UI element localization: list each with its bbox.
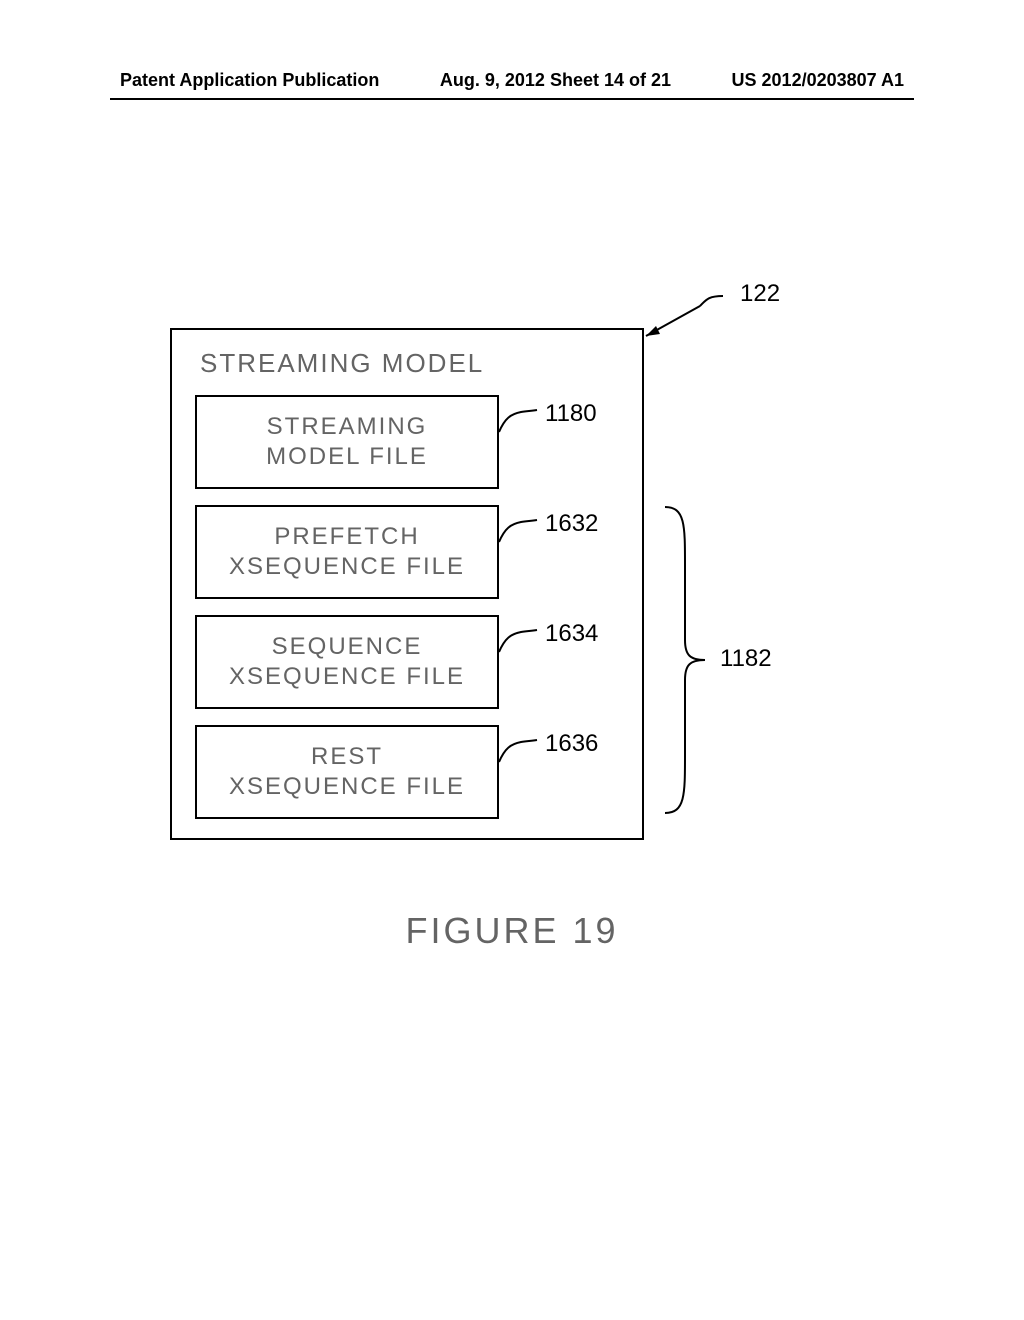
box-streaming-model-file: STREAMING MODEL FILE <box>195 395 499 489</box>
leader-1634 <box>497 628 539 656</box>
group-brace <box>660 505 710 815</box>
box2-line2: XSEQUENCE FILE <box>229 552 465 582</box>
box1-line2: MODEL FILE <box>266 442 428 472</box>
box-rest-xsequence-file: REST XSEQUENCE FILE <box>195 725 499 819</box>
header-left: Patent Application Publication <box>120 70 379 91</box>
header-rule <box>110 98 914 100</box>
box1-line1: STREAMING <box>267 412 428 442</box>
ref-122: 122 <box>740 280 780 308</box>
leader-arrow-122 <box>628 288 738 348</box>
box-prefetch-xsequence-file: PREFETCH XSEQUENCE FILE <box>195 505 499 599</box>
box4-line1: REST <box>311 742 383 772</box>
box2-line1: PREFETCH <box>274 522 419 552</box>
page: Patent Application Publication Aug. 9, 2… <box>0 0 1024 1320</box>
ref-1634: 1634 <box>545 620 598 648</box>
ref-1636: 1636 <box>545 730 598 758</box>
outer-box-title: STREAMING MODEL <box>200 348 484 379</box>
header-right: US 2012/0203807 A1 <box>732 70 904 91</box>
ref-1632: 1632 <box>545 510 598 538</box>
box4-line2: XSEQUENCE FILE <box>229 772 465 802</box>
figure-caption: FIGURE 19 <box>0 910 1024 952</box>
box3-line1: SEQUENCE <box>272 632 423 662</box>
leader-1180 <box>497 408 539 436</box>
header-center: Aug. 9, 2012 Sheet 14 of 21 <box>440 70 671 91</box>
ref-1180: 1180 <box>545 400 597 428</box>
leader-1636 <box>497 738 539 766</box>
ref-1182: 1182 <box>720 645 772 673</box>
page-header: Patent Application Publication Aug. 9, 2… <box>120 70 904 91</box>
leader-1632 <box>497 518 539 546</box>
box-sequence-xsequence-file: SEQUENCE XSEQUENCE FILE <box>195 615 499 709</box>
box3-line2: XSEQUENCE FILE <box>229 662 465 692</box>
